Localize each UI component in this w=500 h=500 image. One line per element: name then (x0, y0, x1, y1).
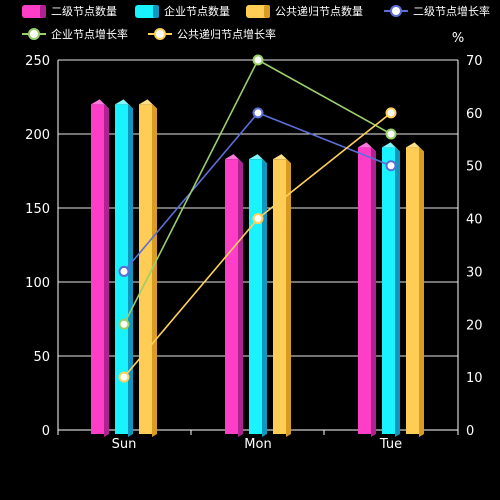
x-tick-mon: Mon (244, 437, 271, 452)
legend-marker (390, 5, 402, 17)
legend-swatch-side (264, 5, 270, 18)
y-right-tick-3: 30 (466, 265, 483, 280)
bar-top (225, 154, 243, 164)
bar-side (395, 147, 400, 437)
bar-front (249, 159, 262, 434)
legend-label: 二级节点数量 (51, 5, 117, 18)
legend-swatch-side (153, 5, 159, 18)
bar-3-mon (273, 154, 291, 437)
bar-front (406, 147, 419, 434)
bar-front (91, 104, 104, 435)
bar-front (139, 104, 152, 435)
line-3-point-sun (118, 371, 130, 383)
bars (91, 99, 424, 438)
line-1-point-sun (118, 265, 130, 277)
legend-label: 公共递归节点增长率 (177, 27, 276, 41)
bar-top (406, 142, 424, 152)
legend-item-6[interactable]: 公共递归节点增长率 (148, 27, 276, 41)
y-left-tick-5: 250 (25, 54, 50, 69)
legend-marker (28, 28, 40, 40)
legend-label: 企业节点增长率 (51, 27, 128, 41)
line-3-point-tue (385, 107, 397, 119)
bar-1-mon (225, 154, 243, 437)
y-left-tick-3: 150 (25, 202, 50, 217)
bar-side (238, 159, 243, 437)
bar-1-tue (358, 142, 376, 437)
bar-side (262, 159, 267, 437)
y-left-tick-0: 0 (42, 424, 50, 439)
line-2-point-sun (118, 318, 130, 330)
bar-1-sun (91, 99, 109, 438)
legend-item-5[interactable]: 企业节点增长率 (22, 27, 128, 41)
x-tick-tue: Tue (379, 437, 402, 452)
bar-top (273, 154, 291, 164)
bar-top (139, 99, 157, 109)
y-right-tick-2: 20 (466, 318, 483, 333)
legend-item-2[interactable]: 企业节点数量 (135, 4, 230, 18)
bar-top (115, 99, 133, 109)
y-right-tick-1: 10 (466, 371, 483, 386)
bar-side (419, 147, 424, 437)
bar-top (358, 142, 376, 152)
legend-label: 企业节点数量 (164, 4, 230, 18)
bar-front (358, 147, 371, 434)
y-left-tick-2: 100 (25, 276, 50, 291)
right-axis-unit: % (452, 31, 464, 46)
legend-marker (154, 28, 166, 40)
line-1-point-mon (252, 107, 264, 119)
bar-front (273, 159, 286, 434)
legend-swatch-side (40, 5, 46, 18)
y-left-tick-4: 200 (25, 128, 50, 143)
bar-side (286, 159, 291, 437)
lines (118, 54, 397, 383)
bar-top (249, 154, 267, 164)
bar-side (152, 104, 157, 438)
legend-label: 二级节点增长率 (413, 4, 490, 18)
bar-2-mon (249, 154, 267, 437)
y-right-tick-0: 0 (466, 424, 474, 439)
bar-side (371, 147, 376, 437)
legend-item-3[interactable]: 公共递归节点数量 (246, 4, 363, 18)
y-right-tick-4: 40 (466, 213, 483, 228)
bar-top (382, 142, 400, 152)
bar-side (104, 104, 109, 438)
bar-front (225, 159, 238, 434)
bar-3-tue (406, 142, 424, 437)
line-2-point-tue (385, 128, 397, 140)
y-left-tick-1: 50 (33, 350, 50, 365)
line-2-point-mon (252, 54, 264, 66)
x-tick-sun: Sun (112, 437, 137, 452)
bar-3-sun (139, 99, 157, 438)
legend-item-1[interactable]: 二级节点数量 (22, 5, 117, 18)
bar-top (91, 99, 109, 109)
line-1-point-tue (385, 160, 397, 172)
y-right-tick-6: 60 (466, 107, 483, 122)
bar-2-tue (382, 142, 400, 437)
y-right-tick-7: 70 (466, 54, 483, 69)
legend-item-4[interactable]: 二级节点增长率 (384, 4, 490, 18)
bar-front (382, 147, 395, 434)
legend-label: 公共递归节点数量 (275, 4, 363, 18)
y-right-tick-5: 50 (466, 160, 483, 175)
bar-side (128, 104, 133, 438)
line-3-point-mon (252, 213, 264, 225)
